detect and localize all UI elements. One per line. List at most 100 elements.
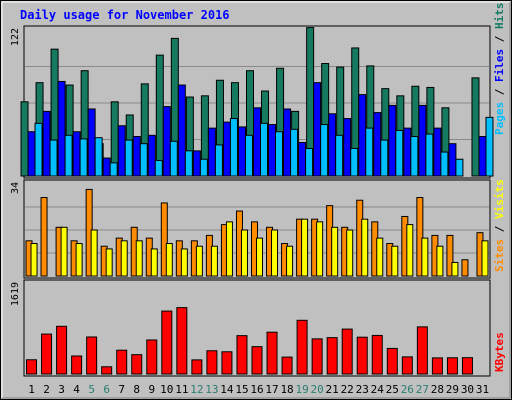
pages-bar xyxy=(169,140,178,177)
files-bar xyxy=(268,124,277,177)
pages-bar xyxy=(139,143,148,177)
files-bar xyxy=(478,136,487,177)
x-tick-label: 9 xyxy=(148,383,155,396)
visits-bar xyxy=(376,237,384,277)
visits-bar xyxy=(406,224,414,277)
files-bar xyxy=(343,118,352,177)
kbytes-bar xyxy=(236,335,248,375)
legend-kbytes: KBytes xyxy=(493,332,506,372)
pages-bar xyxy=(395,130,404,177)
files-bar xyxy=(388,104,397,177)
kbytes-bar xyxy=(41,333,53,375)
legend-separator: / xyxy=(493,29,506,49)
files-bar xyxy=(192,150,201,177)
visits-bar xyxy=(301,218,309,277)
visits-bar xyxy=(421,237,429,277)
x-tick-label: 31 xyxy=(476,383,489,396)
files-bar xyxy=(328,113,337,177)
files-bar xyxy=(117,125,126,177)
x-tick-label: 1 xyxy=(28,383,35,396)
pages-bar xyxy=(244,134,253,177)
visits-bar xyxy=(75,243,83,277)
pages-bar xyxy=(290,128,299,177)
x-tick-label: 4 xyxy=(73,383,80,396)
legend-hits-files-pages-panel: Pages / Files / Hits xyxy=(493,3,506,136)
pages-bar xyxy=(275,131,284,177)
kbytes-bar xyxy=(446,357,458,375)
kbytes-bar xyxy=(431,357,443,375)
x-tick-label: 24 xyxy=(371,383,385,396)
x-tick-label: 30 xyxy=(461,383,474,396)
kbytes-bar xyxy=(341,328,353,375)
pages-bar xyxy=(199,158,208,177)
x-tick-label: 27 xyxy=(416,383,429,396)
pages-bar xyxy=(214,144,223,177)
files-bar xyxy=(162,106,171,177)
x-tick-label: 20 xyxy=(311,383,324,396)
y-max-label: 34 xyxy=(10,182,21,194)
x-tick-label: 25 xyxy=(386,383,399,396)
kbytes-bar xyxy=(56,325,68,375)
sites-bar xyxy=(461,259,469,277)
kbytes-bar xyxy=(416,326,428,375)
x-tick-label: 10 xyxy=(160,383,173,396)
files-bar xyxy=(418,104,427,177)
legend-files: Files xyxy=(493,49,506,82)
visits-bar xyxy=(436,245,444,277)
files-bar xyxy=(298,141,307,177)
kbytes-bar xyxy=(461,357,473,375)
pages-bar xyxy=(350,147,359,177)
kbytes-bar xyxy=(26,359,38,375)
pages-bar xyxy=(184,150,193,177)
visits-bar xyxy=(150,248,158,277)
visits-bar xyxy=(346,229,354,277)
legend-sites-visits-panel: Sites / Visits xyxy=(493,179,506,272)
legend-kbytes-panel: KBytes xyxy=(493,332,506,372)
x-tick-label: 21 xyxy=(326,383,339,396)
visits-bar xyxy=(256,237,263,277)
chart-title: Daily usage for November 2016 xyxy=(20,8,230,22)
pages-bar xyxy=(380,139,389,177)
kbytes-bar xyxy=(86,336,98,375)
files-bar xyxy=(448,143,457,177)
files-bar xyxy=(102,157,111,177)
visits-bar xyxy=(271,229,279,277)
x-tick-label: 14 xyxy=(220,383,234,396)
x-tick-label: 3 xyxy=(58,383,65,396)
files-bar xyxy=(177,84,186,177)
files-bar xyxy=(283,108,292,177)
pages-bar xyxy=(425,133,434,177)
sites-bar xyxy=(40,197,48,277)
x-tick-label: 7 xyxy=(118,383,125,396)
y-max-label: 122 xyxy=(10,28,21,46)
pages-bar xyxy=(229,118,238,177)
visits-bar xyxy=(135,240,143,277)
kbytes-bar xyxy=(191,359,203,375)
files-bar xyxy=(222,121,231,177)
pages-bar xyxy=(49,139,58,177)
kbytes-bar xyxy=(161,310,173,375)
files-bar xyxy=(358,94,367,177)
legend-visits: Visits xyxy=(493,179,506,219)
visits-bar xyxy=(361,218,369,277)
x-tick-label: 23 xyxy=(356,383,369,396)
files-bar xyxy=(253,107,261,177)
kbytes-bar xyxy=(401,356,413,375)
visits-bar xyxy=(225,221,233,277)
visits-bar xyxy=(286,245,294,277)
visits-bar xyxy=(90,229,98,277)
x-tick-label: 11 xyxy=(175,383,188,396)
visits-bar xyxy=(316,221,324,277)
hits-bar xyxy=(155,54,164,177)
kbytes-bar xyxy=(131,354,143,375)
kbytes-bar xyxy=(71,355,83,375)
files-bar xyxy=(403,127,412,177)
x-tick-label: 28 xyxy=(431,383,444,396)
sites-bar xyxy=(416,197,424,277)
kbytes-bar xyxy=(356,336,368,375)
pages-bar xyxy=(64,134,73,177)
files-bar xyxy=(72,131,81,177)
visits-bar xyxy=(481,240,489,277)
x-tick-label: 5 xyxy=(88,383,95,396)
